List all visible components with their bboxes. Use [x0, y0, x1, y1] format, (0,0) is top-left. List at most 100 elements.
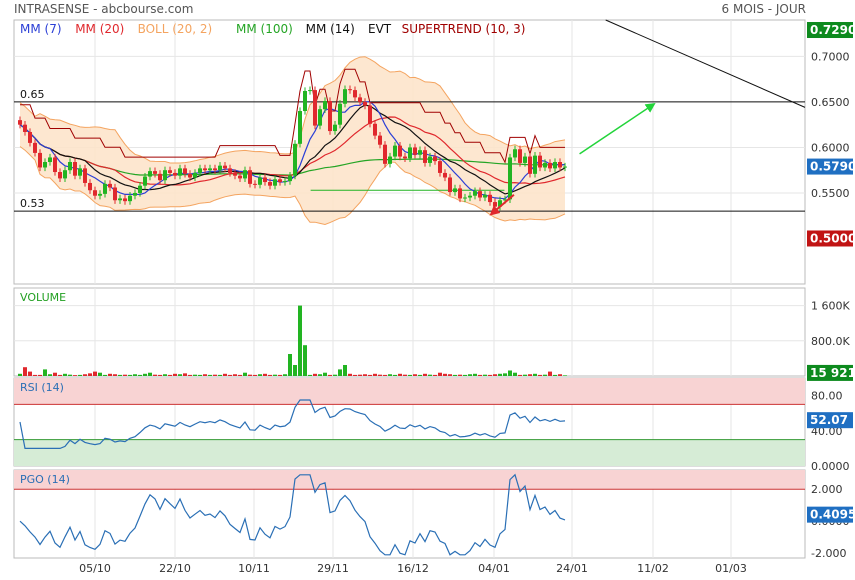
- volume-bar: [558, 374, 562, 376]
- candle: [63, 166, 67, 183]
- legend-entry: EVT: [368, 22, 392, 36]
- volume-bar: [73, 375, 77, 376]
- candle: [403, 152, 407, 163]
- candle: [458, 184, 462, 203]
- candle: [463, 193, 467, 203]
- candle: [488, 191, 492, 206]
- volume-bar: [123, 374, 127, 376]
- candle-body: [203, 168, 207, 171]
- volume-bar: [433, 374, 437, 376]
- candle: [543, 159, 547, 172]
- candle-body: [428, 156, 432, 163]
- candle-body: [468, 195, 472, 198]
- candle-body: [273, 179, 277, 186]
- candle: [348, 85, 352, 94]
- volume-bar: [53, 372, 57, 376]
- candle: [318, 105, 322, 130]
- volume-bar: [358, 374, 362, 376]
- candle: [168, 166, 172, 177]
- candle-body: [333, 124, 337, 132]
- volume-bar: [478, 374, 482, 376]
- candle: [188, 170, 192, 182]
- candle-body: [558, 162, 562, 168]
- candle: [23, 121, 27, 136]
- volume-bar: [253, 374, 257, 376]
- volume-bar: [408, 374, 412, 376]
- volume-bar: [68, 374, 72, 376]
- volume-bar: [313, 373, 317, 376]
- candle: [423, 146, 427, 167]
- volume-bar: [538, 374, 542, 376]
- candle-body: [63, 170, 67, 179]
- candle: [393, 141, 397, 161]
- candle: [223, 162, 227, 173]
- candle-body: [398, 145, 402, 157]
- candle: [378, 131, 382, 149]
- volume-bar: [483, 374, 487, 376]
- candle: [383, 141, 387, 168]
- volume-bar: [58, 374, 62, 376]
- volume-bar: [468, 374, 472, 376]
- volume-bar: [518, 374, 522, 376]
- candle-body: [303, 91, 307, 112]
- candle-body: [228, 168, 232, 173]
- candle: [253, 180, 257, 189]
- volume-bar: [363, 374, 367, 376]
- volume-bar: [338, 369, 342, 376]
- mm20-line: [19, 116, 566, 186]
- volume-bar: [418, 374, 422, 376]
- volume-bar: [188, 374, 192, 376]
- candle: [118, 194, 122, 204]
- volume-bar: [343, 365, 347, 376]
- candle: [518, 145, 522, 167]
- candle: [308, 86, 312, 95]
- candle-body: [28, 131, 32, 143]
- candle-body: [48, 157, 52, 163]
- period-label: 6 MOIS - JOUR: [722, 2, 806, 16]
- candle: [478, 187, 482, 202]
- candle: [363, 98, 367, 110]
- volume-bar: [498, 373, 502, 376]
- candle-body: [268, 182, 272, 186]
- candle-body: [343, 89, 347, 104]
- volume-bar: [238, 374, 242, 376]
- volume-bar: [133, 374, 137, 376]
- volume-bar: [108, 373, 112, 376]
- volume-bar: [198, 374, 202, 376]
- candle-body: [18, 120, 22, 125]
- volume-bar: [328, 374, 332, 376]
- candle: [243, 166, 247, 183]
- candle: [103, 180, 107, 198]
- volume-bar: [218, 374, 222, 376]
- legend-entry: SUPERTREND (10, 3): [402, 22, 526, 36]
- candle-body: [23, 124, 27, 132]
- volume-bar: [353, 374, 357, 376]
- candle: [153, 167, 157, 178]
- level-label: 0.53: [20, 197, 45, 210]
- volume-bar: [318, 374, 322, 376]
- candle-body: [198, 168, 202, 173]
- candle: [358, 93, 362, 106]
- candle: [218, 162, 222, 174]
- candle-body: [93, 190, 97, 196]
- supertrend-line: [20, 68, 565, 164]
- volume-bar: [303, 345, 307, 376]
- pgo-upper-zone: [14, 470, 805, 490]
- volume-bar: [533, 373, 537, 376]
- volume-tick-label: 1 600K: [811, 300, 850, 313]
- volume-bar: [78, 374, 82, 376]
- candle: [48, 153, 52, 166]
- candle-body: [373, 123, 377, 136]
- candle-body: [448, 177, 452, 193]
- volume-bar: [128, 374, 132, 376]
- candle-body: [493, 202, 497, 207]
- candle: [238, 172, 242, 183]
- candle: [528, 152, 532, 178]
- candle: [548, 159, 552, 173]
- candle-body: [188, 173, 192, 178]
- volume-bar: [18, 373, 22, 376]
- volume-bar: [208, 374, 212, 376]
- candle-body: [438, 161, 442, 173]
- candle-body: [58, 172, 62, 179]
- volume-bar: [403, 374, 407, 376]
